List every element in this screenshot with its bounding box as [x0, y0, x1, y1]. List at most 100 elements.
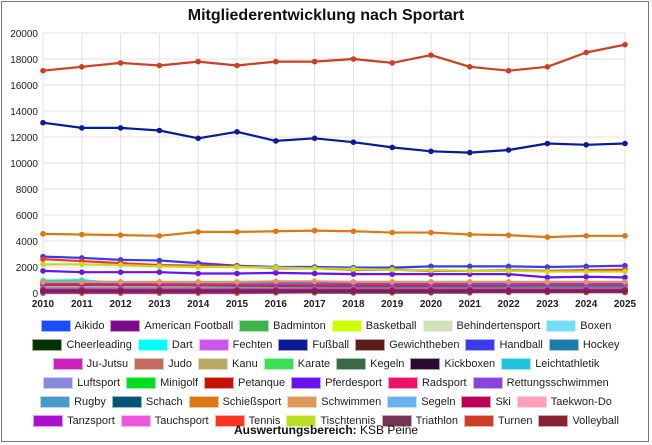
legend-item[interactable]: Luftsport	[43, 375, 120, 390]
legend-item[interactable]: Handball	[465, 337, 543, 352]
data-point-Pferdesport	[195, 270, 201, 277]
data-point-Schwimmen	[350, 279, 357, 285]
legend-label: Dart	[171, 338, 193, 351]
data-point-Schießsport	[350, 228, 357, 235]
legend-item[interactable]: Karate	[263, 356, 331, 371]
legend-item[interactable]: Basketball	[331, 318, 417, 333]
legend-item[interactable]: Tennis	[214, 413, 280, 428]
data-point-Tischtennis	[350, 266, 357, 272]
data-point-Fußball	[505, 147, 512, 153]
legend-swatch	[111, 395, 142, 408]
legend-item[interactable]: Badminton	[239, 318, 326, 333]
legend-item[interactable]: Pferdesport	[291, 375, 382, 390]
data-point-Turnen	[234, 62, 240, 69]
legend-item[interactable]: Tanzsport	[33, 413, 115, 428]
legend-swatch	[287, 395, 318, 408]
data-point-Schießsport	[195, 229, 201, 235]
data-point-Fußball	[311, 135, 318, 142]
legend-label: American Football	[144, 319, 234, 332]
data-point-Schießsport	[311, 227, 318, 234]
legend-swatch	[465, 338, 496, 351]
legend-label: Karate	[297, 357, 331, 370]
legend-item[interactable]: Triathlon	[381, 413, 458, 428]
legend-item[interactable]: Schwimmen	[287, 394, 381, 409]
legend-label: Petanque	[238, 376, 286, 389]
legend-item[interactable]: Volleyball	[538, 413, 619, 428]
data-point-Pferdesport	[583, 273, 589, 280]
data-point-Tischtennis	[428, 267, 434, 274]
data-point-Handball	[505, 263, 512, 270]
data-point-Pferdesport	[311, 270, 318, 277]
y-tick-label: 12000	[10, 133, 38, 144]
data-point-Fußball	[622, 140, 628, 147]
data-point-Schießsport	[79, 231, 85, 238]
legend-item[interactable]: Schach	[111, 394, 183, 409]
series-line-Schießsport	[42, 229, 625, 239]
legend-item[interactable]: Segeln	[387, 394, 455, 409]
data-point-Volleyball	[311, 288, 318, 294]
footer-label: Auswertungsbereich:	[233, 423, 357, 437]
data-point-Pferdesport	[156, 269, 163, 276]
x-tick-label: 2012	[109, 299, 132, 310]
data-point-Turnen	[273, 58, 279, 65]
legend-swatch	[239, 319, 270, 332]
legend-label: Cheerleading	[66, 338, 132, 351]
legend-item[interactable]: Petanque	[204, 375, 285, 390]
x-tick-label: 2010	[32, 299, 55, 310]
legend-item[interactable]: Ju-Jutsu	[52, 356, 128, 371]
legend-item[interactable]: Fußball	[278, 337, 349, 352]
legend-label: Luftsport	[77, 376, 121, 389]
legend-item[interactable]: Aikido	[40, 318, 105, 333]
data-point-Fußball	[467, 149, 473, 156]
legend-item[interactable]: Dart	[137, 337, 193, 352]
data-point-Fußball	[544, 140, 551, 147]
legend-item[interactable]: Tischtennis	[286, 413, 376, 428]
legend-item[interactable]: Minigolf	[126, 375, 198, 390]
legend-item[interactable]: Behindertensport	[422, 318, 540, 333]
legend-item[interactable]: Gewichtheben	[355, 337, 459, 352]
legend-item[interactable]: Cheerleading	[32, 337, 132, 352]
data-point-Schießsport	[428, 229, 434, 236]
data-point-Handball	[428, 263, 434, 270]
data-point-Tischtennis	[311, 265, 318, 272]
legend-item[interactable]: Schießsport	[188, 394, 281, 409]
legend-item[interactable]: Rugby	[40, 394, 106, 409]
legend-item[interactable]: Kanu	[198, 356, 258, 371]
legend-swatch	[538, 414, 569, 427]
data-point-Schießsport	[505, 232, 512, 238]
data-point-Fußball	[79, 125, 85, 131]
data-point-Volleyball	[622, 288, 628, 294]
y-tick-label: 16000	[10, 81, 38, 92]
legend-item[interactable]: Fechten	[198, 337, 272, 352]
x-tick-label: 2021	[459, 299, 482, 310]
legend-label: Schach	[145, 395, 183, 408]
legend-item[interactable]: Tauchsport	[120, 413, 209, 428]
legend-label: Aikido	[74, 319, 105, 332]
data-point-Tennis	[40, 256, 46, 263]
data-point-Turnen	[389, 60, 396, 66]
legend-item[interactable]: Leichtathletik	[501, 356, 599, 371]
legend-item[interactable]: Rettungsschwimmen	[472, 375, 609, 390]
legend-item[interactable]: Kegeln	[336, 356, 404, 371]
data-point-Schwimmen	[505, 279, 512, 285]
legend-item[interactable]: American Football	[110, 318, 233, 333]
legend-item[interactable]: Turnen	[464, 413, 532, 428]
data-point-Handball	[156, 257, 163, 264]
data-point-Schwimmen	[544, 279, 551, 285]
data-point-Tischtennis	[389, 266, 396, 273]
legend-item[interactable]: Boxen	[546, 318, 611, 333]
legend-item[interactable]: Kickboxen	[410, 356, 495, 371]
data-point-Volleyball	[117, 288, 124, 294]
data-point-Schwimmen	[467, 279, 473, 285]
legend-item[interactable]: Judo	[134, 356, 192, 371]
data-point-Turnen	[505, 67, 512, 74]
legend-item[interactable]: Ski	[461, 394, 511, 409]
legend-item[interactable]: Taekwon-Do	[516, 394, 612, 409]
data-point-Handball	[583, 263, 589, 270]
x-tick-label: 2023	[536, 299, 559, 310]
legend-swatch	[516, 395, 547, 408]
legend-item[interactable]: Hockey	[548, 337, 620, 352]
series-line-Turnen	[42, 43, 626, 72]
legend-item[interactable]: Radsport	[387, 375, 467, 390]
legend-swatch	[291, 376, 322, 389]
